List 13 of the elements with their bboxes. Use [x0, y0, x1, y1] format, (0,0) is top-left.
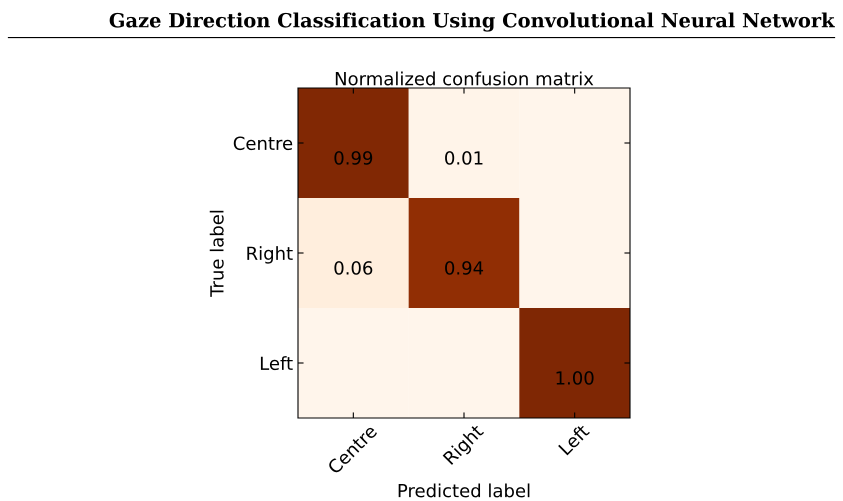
- y-tick-label: Centre: [234, 136, 292, 150]
- y-axis-title: True label: [210, 210, 224, 297]
- y-tick-label: Left: [260, 356, 293, 370]
- data-label: 0.94: [445, 261, 484, 275]
- x-tick-label: Left: [558, 423, 590, 456]
- chart-title: Normalized confusion matrix: [336, 72, 594, 86]
- text: Gaze Direction Classification Using Convolutional Neural Network: [110, 12, 835, 32]
- data-label: 0.01: [445, 151, 482, 165]
- data-label: 0.06: [334, 261, 372, 275]
- y-tick-label: Right: [247, 246, 293, 264]
- data-label: 1.00: [556, 371, 594, 385]
- data-label: 0.99: [334, 151, 372, 165]
- x-axis-title: Predicted label: [398, 483, 530, 498]
